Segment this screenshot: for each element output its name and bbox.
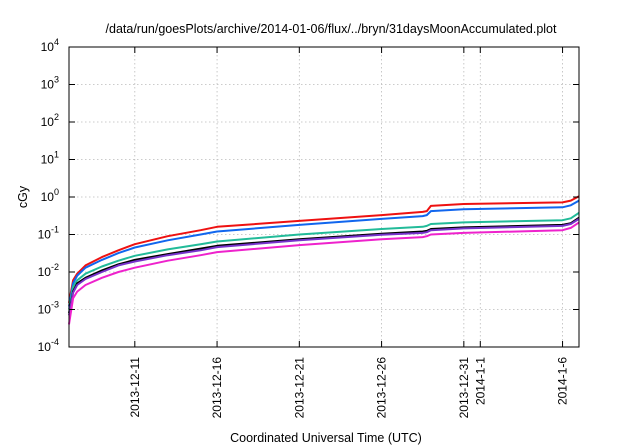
series-line-5 [68,218,580,316]
y-tick-label: 10-2 [38,262,59,279]
series-lines [68,195,580,325]
series-line-6 [68,221,580,325]
x-tick-label: 2013-12-16 [210,357,224,419]
x-tick-label: 2013-12-31 [457,357,471,419]
x-tick-label: 2013-12-26 [375,357,389,419]
y-tick-label: 101 [41,150,59,167]
plot-frame [68,46,580,348]
y-tick-label: 100 [41,187,59,204]
x-tick-label: 2013-12-11 [128,357,142,418]
x-tick-label: 2014-1-1 [473,357,487,405]
series-line-2 [68,199,580,307]
x-tick-label: 2013-12-21 [292,357,306,419]
y-tick-label: 10-3 [38,300,59,317]
y-tick-label: 103 [41,75,59,92]
y-tick-label: 10-1 [38,225,59,242]
series-line-3 [68,211,580,310]
grid-lines [69,47,579,347]
series-line-1 [68,195,580,304]
axis-ticks: 10-4 10-3 10-2 10-1 100 101 102 103 104 2013-12-1… [38,37,579,418]
chart-title: /data/run/goesPlots/archive/2014-01-06/f… [106,22,557,36]
y-axis-label: cGy [16,185,30,208]
y-tick-label: 104 [41,37,59,54]
x-axis-label: Coordinated Universal Time (UTC) [230,431,422,445]
x-tick-label: 2014-1-6 [556,357,570,405]
y-tick-label: 10-4 [38,337,59,354]
y-tick-label: 102 [41,112,59,129]
